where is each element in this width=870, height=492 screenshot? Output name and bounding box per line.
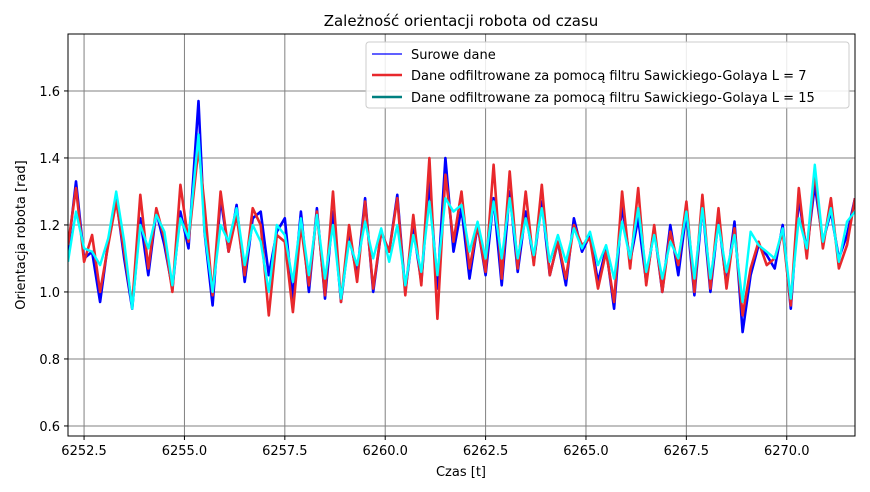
- y-tick-label: 0.6: [39, 420, 60, 435]
- legend-label-l7: Dane odfiltrowane za pomocą filtru Sawic…: [411, 69, 806, 84]
- x-tick-label: 6260.0: [362, 444, 408, 459]
- legend-label-raw: Surowe dane: [411, 48, 496, 63]
- y-axis-title: Orientacja robota [rad]: [14, 160, 29, 309]
- legend: Surowe dane Dane odfiltrowane za pomocą …: [365, 41, 850, 109]
- plot-frame: [67, 33, 856, 437]
- legend-label-l15: Dane odfiltrowane za pomocą filtru Sawic…: [411, 91, 815, 106]
- x-tick-label: 6255.0: [162, 444, 208, 459]
- x-tick-label: 6257.5: [262, 444, 308, 459]
- y-tick-label: 1.0: [39, 286, 60, 301]
- series-layer: [68, 99, 855, 334]
- x-tick-label: 6270.0: [764, 444, 810, 459]
- y-tick-label: 1.4: [39, 152, 60, 167]
- x-tick-label: 6265.0: [563, 444, 609, 459]
- y-tick-label: 1.6: [39, 85, 60, 100]
- x-tick-label: 6262.5: [463, 444, 509, 459]
- chart-title: Zależność orientacji robota od czasu: [324, 12, 599, 30]
- y-tick-label: 1.2: [39, 219, 60, 234]
- series-line-l15: [68, 133, 855, 310]
- x-tick-label: 6252.5: [61, 444, 107, 459]
- tick-layer: 6252.5 6255.0 6257.5 6260.0 6262.5 6265.0 6267…: [39, 85, 809, 459]
- x-tick-label: 6267.5: [664, 444, 710, 459]
- legend-box: [365, 41, 850, 109]
- x-axis-title: Czas [t]: [436, 465, 486, 480]
- y-tick-label: 0.8: [39, 353, 60, 368]
